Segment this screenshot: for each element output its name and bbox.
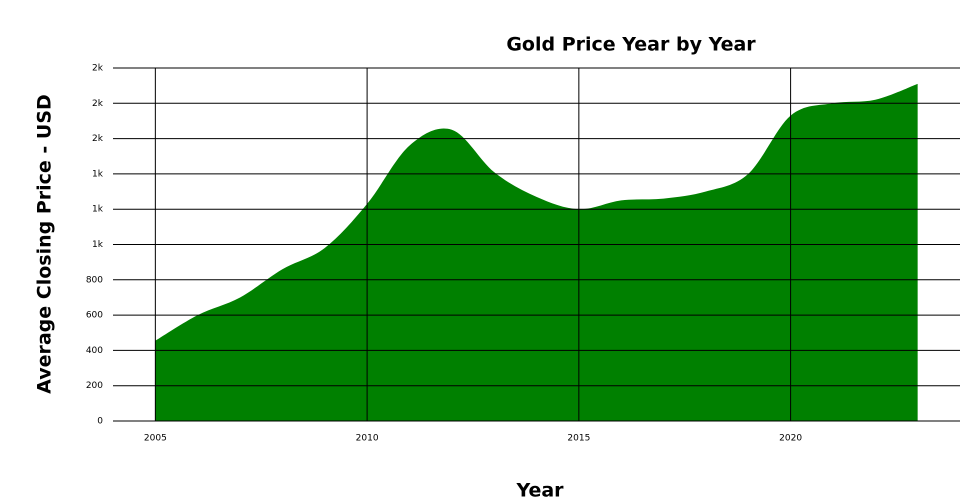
- y-tick-label: 2k: [92, 64, 104, 74]
- y-tick-label: 600: [86, 311, 103, 321]
- x-tick-label: 2020: [779, 434, 802, 444]
- y-tick-label: 1k: [92, 240, 104, 250]
- y-tick-label: 2k: [92, 99, 104, 109]
- y-tick-label: 2k: [92, 134, 104, 144]
- y-tick-label: 400: [86, 346, 103, 356]
- y-tick-label: 1k: [92, 205, 104, 215]
- y-tick-label: 0: [97, 417, 103, 427]
- chart-title: Gold Price Year by Year: [506, 34, 756, 56]
- y-tick-label: 200: [86, 381, 103, 391]
- x-tick-label: 2015: [567, 434, 590, 444]
- area: [155, 83, 918, 421]
- x-axis-title: Year: [515, 480, 564, 500]
- y-axis-title: Average Closing Price - USD: [34, 94, 56, 394]
- y-tick-label: 1k: [92, 169, 104, 179]
- x-tick-label: 2010: [356, 434, 379, 444]
- x-tick-label: 2005: [144, 434, 167, 444]
- y-tick-label: 800: [86, 275, 103, 285]
